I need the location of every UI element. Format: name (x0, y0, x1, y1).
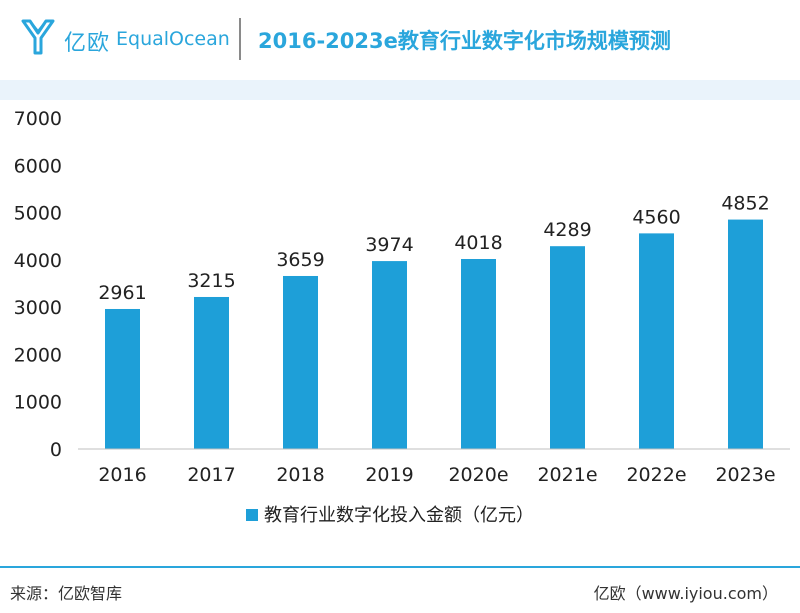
y-axis: 0 1000 2000 3000 4000 5000 6000 7000 (14, 108, 62, 461)
legend-label: 教育行业数字化投入金额（亿元） (264, 505, 534, 526)
x-axis: 2016 2017 2018 2019 2020e 2021e 2022e 2023e (78, 448, 790, 486)
x-tick-label: 2018 (276, 464, 324, 486)
x-tick-label: 2019 (365, 464, 413, 486)
bar-2023e (728, 219, 763, 449)
source-note: 来源：亿欧智库 (10, 584, 123, 603)
y-tick-label: 7000 (14, 108, 62, 130)
x-tick-label: 2016 (98, 464, 146, 486)
bar-2021e (550, 246, 585, 449)
legend-swatch (246, 509, 258, 521)
y-tick-label: 0 (50, 439, 62, 461)
bar-value-label: 3215 (187, 270, 235, 292)
bar-2022e (639, 233, 674, 449)
y-tick-label: 2000 (14, 344, 62, 366)
chart-title: 2016-2023e教育行业数字化市场规模预测 (258, 29, 671, 53)
brand-name-en: EqualOcean (116, 28, 230, 50)
bar-2018 (283, 275, 318, 449)
header-divider (239, 18, 241, 60)
y-tick-label: 6000 (14, 155, 62, 177)
bar-value-label: 2961 (98, 282, 146, 304)
equalocean-logo-icon (21, 19, 55, 55)
header: 亿欧 EqualOcean 2016-2023e教育行业数字化市场规模预测 (0, 0, 800, 80)
x-tick-label: 2023e (715, 464, 775, 486)
brand-name-cn: 亿欧 (64, 31, 111, 56)
bar-value-label: 4560 (632, 206, 680, 228)
bars (105, 219, 763, 449)
bar-2016 (105, 308, 140, 449)
bar-2020e (461, 259, 496, 449)
x-tick-label: 2017 (187, 464, 235, 486)
x-tick-label: 2021e (537, 464, 597, 486)
bar-2017 (194, 296, 229, 449)
bar-value-label: 3974 (365, 234, 413, 256)
website-note: 亿欧（www.iyiou.com） (593, 584, 778, 603)
legend: 教育行业数字化投入金额（亿元） (246, 505, 534, 526)
bar-labels: 2961 3215 3659 3974 4018 4289 4560 4852 (98, 193, 769, 304)
header-band (0, 80, 800, 100)
bar-2019 (372, 261, 407, 449)
x-tick-label: 2020e (448, 464, 508, 486)
bar-value-label: 3659 (276, 249, 324, 271)
y-tick-label: 4000 (14, 250, 62, 272)
x-tick-label: 2022e (626, 464, 686, 486)
bar-value-label: 4852 (721, 193, 769, 215)
footer-divider (0, 566, 800, 568)
bar-value-label: 4289 (543, 219, 591, 241)
bar-value-label: 4018 (454, 232, 502, 254)
y-tick-label: 5000 (14, 203, 62, 225)
y-tick-label: 3000 (14, 297, 62, 319)
y-tick-label: 1000 (14, 392, 62, 414)
bar-chart: 0 1000 2000 3000 4000 5000 6000 7000 2961 3215 36… (14, 108, 790, 526)
